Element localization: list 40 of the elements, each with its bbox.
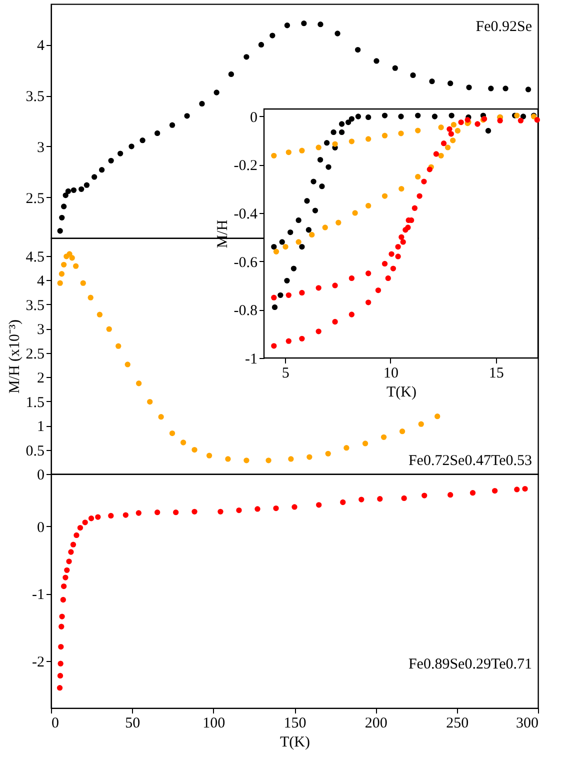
y-tick-label: 2.5 — [26, 346, 44, 362]
y-tick-label: 2.5 — [26, 190, 44, 207]
y-tick-label: -0.6 — [234, 254, 258, 271]
annotation: Fe0.89Se0.29Te0.71 — [408, 656, 532, 673]
y-tick-label: 0 — [37, 468, 44, 484]
x-tick-label: 200 — [364, 716, 388, 732]
x-axis-title: T(K) — [280, 734, 310, 750]
y-tick-label: 4 — [37, 274, 45, 290]
y-tick-label: 0 — [37, 520, 44, 536]
y-tick-label: 1 — [37, 419, 44, 436]
y-tick-label: 4.5 — [26, 249, 44, 266]
y-axis-title: M/H (x10⁻³) — [6, 319, 23, 394]
y-tick-label: -0.2 — [234, 158, 258, 174]
y-tick-label: 4 — [37, 38, 45, 54]
y-tick-label: 3 — [37, 140, 44, 156]
x-tick-label: 5 — [282, 366, 290, 382]
y-tick-label: 3.5 — [26, 298, 44, 314]
x-tick-label: 150 — [284, 716, 306, 732]
y-tick-label: 0 — [250, 110, 258, 126]
y-tick-label: -2 — [32, 654, 44, 670]
y-axis-title: M/H — [214, 220, 231, 248]
y-tick-label: 2 — [37, 370, 44, 387]
x-tick-label: 15 — [488, 366, 504, 382]
y-tick-label: 0.5 — [26, 443, 44, 460]
x-tick-label: 0 — [52, 716, 59, 732]
x-tick-label: 300 — [516, 716, 538, 732]
y-tick-label: -1 — [245, 352, 258, 368]
y-tick-label: -1 — [32, 587, 44, 604]
x-tick-label: 50 — [125, 716, 140, 732]
y-tick-label: 3.5 — [26, 89, 44, 106]
y-tick-label: -0.8 — [234, 303, 258, 320]
annotation: Fe0.92Se — [476, 19, 532, 35]
annotation: Fe0.72Se0.47Te0.53 — [408, 453, 532, 469]
x-axis-title: T(K) — [386, 384, 416, 400]
y-tick-label: -0.4 — [234, 206, 258, 222]
x-tick-label: 10 — [383, 366, 398, 382]
x-tick-label: 100 — [202, 716, 226, 732]
y-tick-label: 3 — [37, 322, 44, 338]
x-tick-label: 250 — [446, 716, 469, 732]
y-tick-label: 1.5 — [26, 394, 44, 411]
